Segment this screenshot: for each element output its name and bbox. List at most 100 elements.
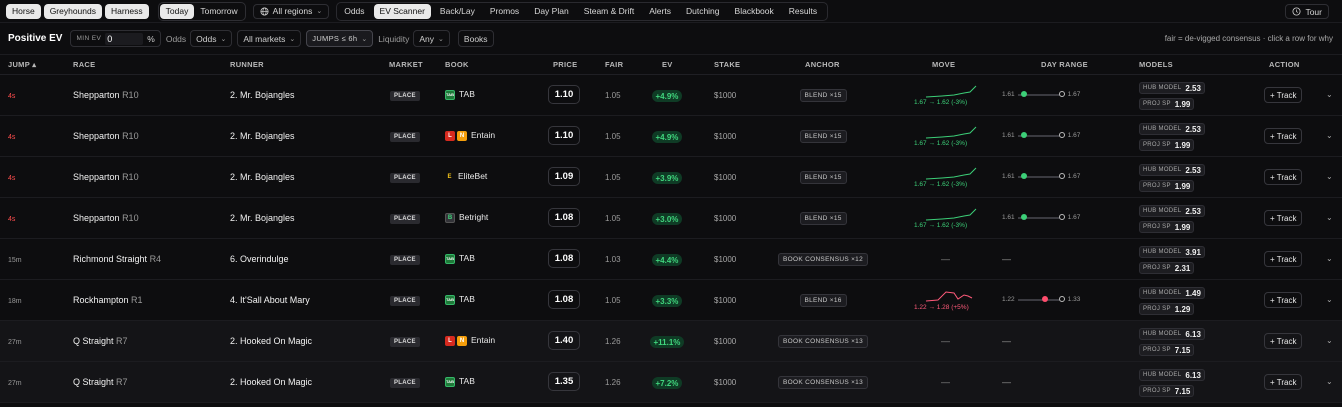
jump-time: 4s — [8, 93, 16, 100]
column-header-day-range[interactable]: DAY RANGE — [1041, 60, 1088, 69]
ev-badge: +4.9% — [651, 131, 683, 143]
min-ev-input[interactable]: 0 — [105, 32, 144, 45]
proj-sp-label: PROJ SP — [1143, 388, 1171, 394]
code-filter-horse[interactable]: Horse — [6, 3, 41, 19]
liquidity-dropdown-value: Any — [419, 33, 435, 44]
column-header-stake[interactable]: STAKE — [714, 60, 741, 69]
column-header-market[interactable]: MARKET — [389, 60, 423, 69]
price-box[interactable]: 1.08 — [548, 290, 580, 309]
price-box[interactable]: 1.08 — [548, 208, 580, 227]
race-venue: Shepparton — [73, 90, 120, 100]
track-button[interactable]: + Track — [1264, 128, 1303, 144]
chevron-down-icon[interactable]: ⌄ — [1326, 90, 1333, 99]
column-header-jump-label: JUMP — [8, 60, 30, 69]
tab-alerts[interactable]: Alerts — [649, 6, 671, 16]
markets-dropdown[interactable]: All markets ⌄ — [237, 30, 302, 47]
column-header-ev[interactable]: EV — [662, 60, 673, 69]
day-range-high: 1.67 — [1067, 173, 1081, 180]
code-filter-greyhounds[interactable]: Greyhounds — [43, 3, 102, 19]
tab-promos[interactable]: Promos — [489, 6, 520, 16]
proj-sp-value: 1.99 — [1174, 140, 1191, 150]
column-header-price[interactable]: PRICE — [553, 60, 578, 69]
track-button[interactable]: + Track — [1264, 87, 1303, 103]
hub-model-label: HUB MODEL — [1143, 249, 1182, 255]
anchor-badge: BLEND ×15 — [799, 130, 847, 143]
sparkline-icon — [925, 291, 973, 302]
liquidity-dropdown[interactable]: Any ⌄ — [413, 30, 450, 47]
price-box[interactable]: 1.10 — [548, 126, 580, 145]
track-button[interactable]: + Track — [1264, 169, 1303, 185]
column-header-book[interactable]: BOOK — [445, 60, 469, 69]
table-row[interactable]: 27m Q Straight R7 2. Hooked On Magic PLA… — [0, 321, 1342, 362]
track-button[interactable]: + Track — [1264, 251, 1303, 267]
column-header-action[interactable]: ACTION — [1269, 60, 1300, 69]
column-header-runner[interactable]: RUNNER — [230, 60, 264, 69]
chevron-down-icon[interactable]: ⌄ — [1326, 172, 1333, 181]
price-box[interactable]: 1.40 — [548, 331, 580, 350]
track-button[interactable]: + Track — [1264, 333, 1303, 349]
day-range-open-marker — [1058, 296, 1065, 302]
chevron-down-icon[interactable]: ⌄ — [1326, 295, 1333, 304]
column-header-fair[interactable]: FAIR — [605, 60, 624, 69]
jumps-dropdown[interactable]: JUMPS ≤ 6h ⌄ — [306, 30, 374, 47]
price-box[interactable]: 1.09 — [548, 167, 580, 186]
tab-odds[interactable]: Odds — [344, 6, 365, 16]
price-box[interactable]: 1.35 — [548, 372, 580, 391]
fair-price: 1.05 — [605, 91, 621, 100]
tab-ev-scanner[interactable]: EV Scanner — [373, 3, 431, 19]
hub-model-chip: HUB MODEL 2.53 — [1139, 82, 1205, 94]
column-header-race[interactable]: RACE — [73, 60, 96, 69]
table-row[interactable]: 4s Shepparton R10 2. Mr. Bojangles PLACE… — [0, 116, 1342, 157]
track-button[interactable]: + Track — [1264, 210, 1303, 226]
column-header-move[interactable]: MOVE — [932, 60, 956, 69]
column-header-jump[interactable]: JUMP ▴ — [8, 60, 36, 69]
column-header-anchor[interactable]: ANCHOR — [805, 60, 840, 69]
table-row[interactable]: 4s Shepparton R10 2. Mr. Bojangles PLACE… — [0, 157, 1342, 198]
price-move: 1.67 → 1.62 (-3%) — [912, 84, 978, 110]
tab-day-plan[interactable]: Day Plan — [534, 6, 569, 16]
tab-blackbook[interactable]: Blackbook — [734, 6, 774, 16]
tab-results[interactable]: Results — [788, 6, 818, 16]
odds-dropdown[interactable]: Odds ⌄ — [190, 30, 233, 47]
price-box[interactable]: 1.10 — [548, 85, 580, 104]
tour-button[interactable]: Tour — [1285, 4, 1329, 19]
chevron-down-icon[interactable]: ⌄ — [1326, 336, 1333, 345]
table-row[interactable]: 4s Shepparton R10 2. Mr. Bojangles PLACE… — [0, 75, 1342, 116]
day-range: 1.61 1.67 — [1002, 91, 1080, 98]
books-button[interactable]: Books — [457, 30, 494, 47]
table-row[interactable]: 27m Q Straight R7 2. Hooked On Magic PLA… — [0, 362, 1342, 403]
tab-back-lay[interactable]: Back/Lay — [439, 6, 475, 16]
tab-dutching[interactable]: Dutching — [685, 6, 720, 16]
chevron-down-icon[interactable]: ⌄ — [1326, 213, 1333, 222]
column-header-models[interactable]: MODELS — [1139, 60, 1173, 69]
tab-steam-drift[interactable]: Steam & Drift — [583, 6, 635, 16]
chevron-down-icon[interactable]: ⌄ — [1326, 131, 1333, 140]
code-filter-harness[interactable]: Harness — [105, 3, 149, 19]
hub-model-chip: HUB MODEL 3.91 — [1139, 246, 1205, 258]
anchor-badge: BOOK CONSENSUS ×12 — [778, 253, 868, 266]
table-row[interactable]: 15m Richmond Straight R4 6. Overindulge … — [0, 239, 1342, 280]
day-range: 1.61 1.67 — [1002, 132, 1080, 139]
day-tomorrow-button[interactable]: Tomorrow — [200, 6, 238, 16]
bookmaker: L N Entain — [445, 334, 495, 346]
day-range-low: 1.61 — [1002, 173, 1015, 180]
race-venue: Shepparton — [73, 172, 120, 182]
table-row[interactable]: 4s Shepparton R10 2. Mr. Bojangles PLACE… — [0, 198, 1342, 239]
market-badge: PLACE — [390, 255, 420, 265]
market-badge: PLACE — [390, 378, 420, 388]
day-range: — — [1002, 254, 1011, 264]
chevron-down-icon[interactable]: ⌄ — [1326, 377, 1333, 386]
day-range-low: — — [1002, 377, 1011, 387]
track-button[interactable]: + Track — [1264, 374, 1303, 390]
day-today-button[interactable]: Today — [159, 3, 195, 19]
proj-sp-chip: PROJ SP 1.29 — [1139, 303, 1195, 315]
price-box[interactable]: 1.08 — [548, 249, 580, 268]
region-dropdown[interactable]: All regions ⌄ — [252, 3, 330, 19]
table-row[interactable]: 18m Rockhampton R1 4. It'Sall About Mary… — [0, 280, 1342, 321]
stake-value: $1000 — [714, 337, 737, 346]
bookmaker: B Betright — [445, 211, 488, 223]
chevron-down-icon[interactable]: ⌄ — [1326, 254, 1333, 263]
bookmaker: TAB TAB — [445, 88, 475, 100]
price-move-text: 1.22 → 1.28 (+5%) — [914, 304, 969, 311]
track-button[interactable]: + Track — [1264, 292, 1303, 308]
